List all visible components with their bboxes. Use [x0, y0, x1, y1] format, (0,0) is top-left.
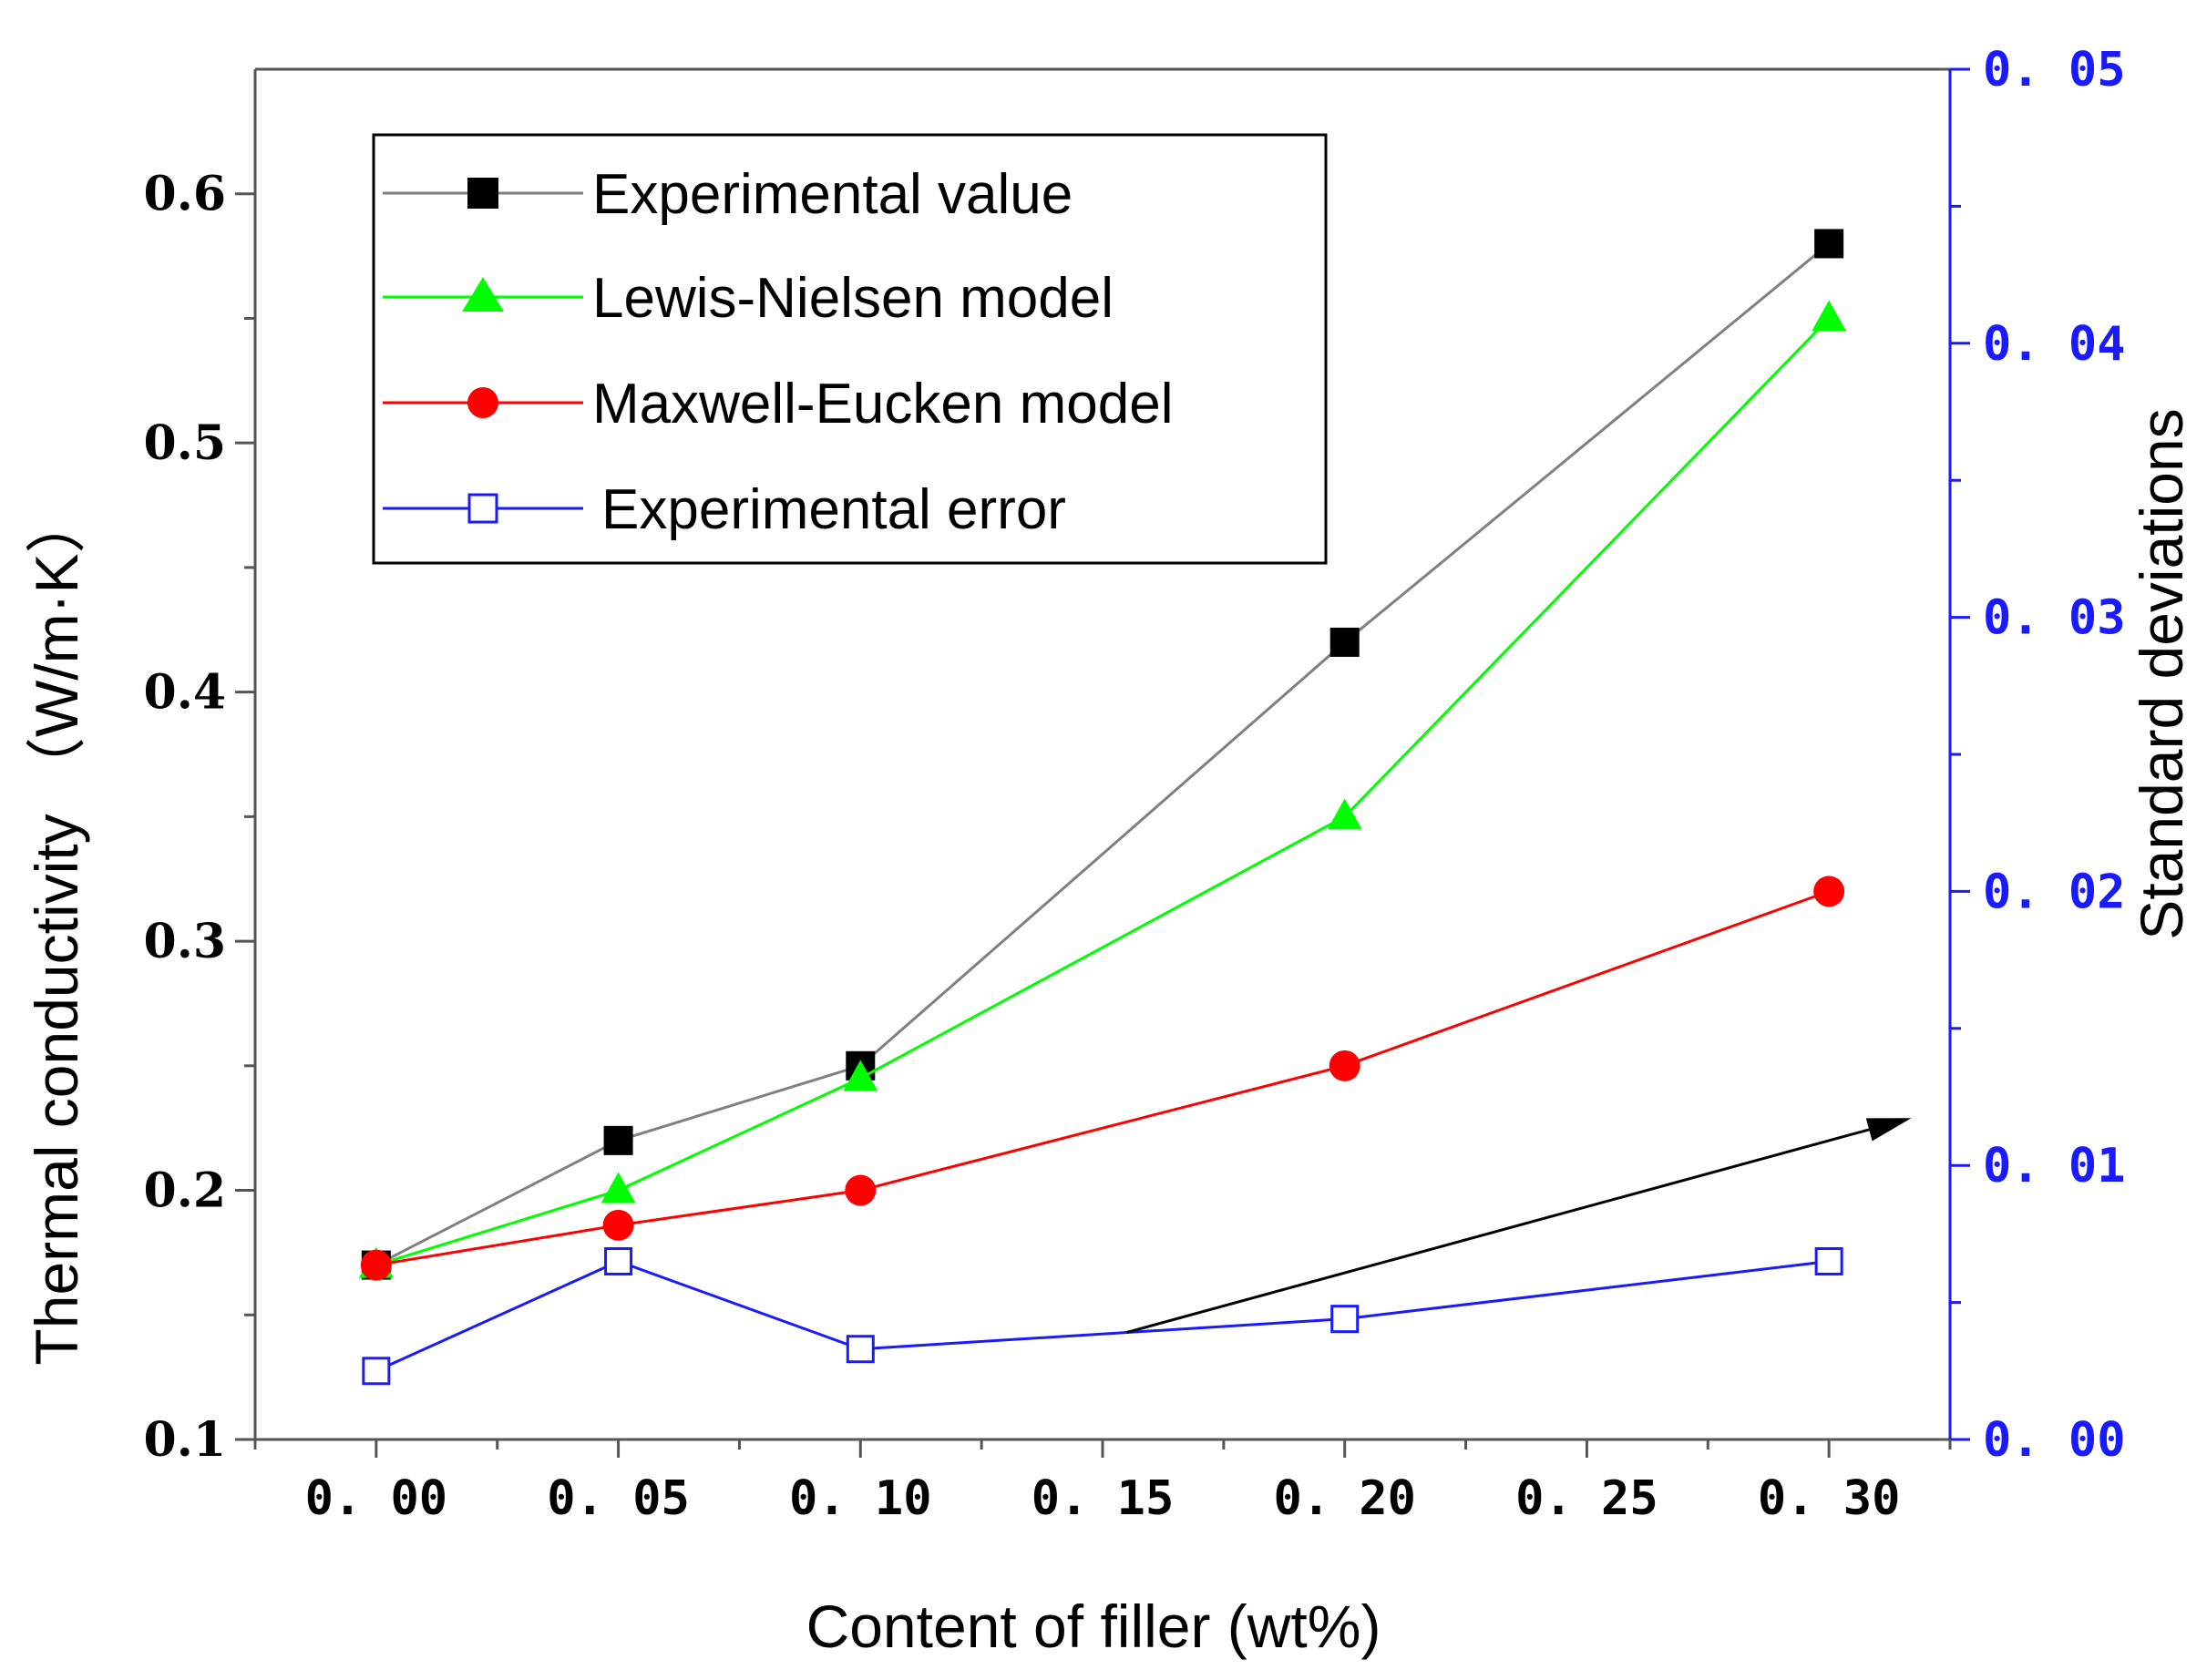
x-tick-label: 0. 05	[547, 1471, 690, 1526]
data-point-open-square	[1814, 1246, 1843, 1275]
series-layer	[358, 229, 1847, 1386]
annotation-layer	[1126, 1118, 1912, 1334]
y-right-tick-label: 0. 05	[1983, 43, 2126, 97]
y-left-tick-label: 0.3	[144, 914, 226, 969]
y-left-tick-label: 0.4	[144, 665, 226, 721]
data-point-triangle	[601, 1172, 636, 1204]
y-right-tick-label: 0. 00	[1983, 1413, 2126, 1468]
legend-swatch-square-marker	[467, 178, 498, 209]
legend-item-maxwell-eucken-model: Maxwell-Eucken model	[383, 373, 1173, 435]
axes: 0.1 0.2 0.3 0.4 0.5 0.6 0. 00 0. 01 0. 02 0. 03 0.…	[144, 43, 2126, 1526]
y-left-axis-title: Thermal conductivity （W/m·K）	[23, 493, 90, 1365]
legend-swatch-circle-marker	[467, 387, 498, 418]
data-point-triangle	[843, 1060, 878, 1091]
data-point-triangle	[1327, 798, 1362, 830]
series-experimental-error	[362, 1246, 1843, 1386]
series-maxwell-eucken-model	[360, 876, 1845, 1281]
y-right-tick-label: 0. 03	[1983, 591, 2126, 646]
x-axis-title: Content of filler (wt%)	[806, 1593, 1381, 1660]
legend-item-experimental-error: Experimental error	[383, 478, 1066, 541]
annotation-arrow-shaft	[1126, 1128, 1870, 1334]
legend-label: Experimental value	[592, 163, 1073, 226]
legend-swatch-open-square-marker	[467, 493, 498, 524]
series-line	[375, 1259, 1830, 1373]
legend-label: Experimental error	[601, 478, 1066, 541]
legend-swatch-triangle-marker	[462, 277, 504, 312]
x-tick-label: 0. 10	[789, 1471, 932, 1526]
data-point-circle	[845, 1174, 877, 1206]
y-right-axis-title: Standard deviations	[2128, 408, 2195, 939]
legend-item-lewis-nielsen-model: Lewis-Nielsen model	[383, 267, 1114, 330]
x-tick-label: 0. 20	[1273, 1471, 1416, 1526]
x-tick-label: 0. 25	[1515, 1471, 1658, 1526]
legend-label: Maxwell-Eucken model	[592, 373, 1173, 435]
y-right-tick-label: 0. 02	[1983, 865, 2126, 919]
x-tick-label: 0. 30	[1758, 1471, 1901, 1526]
data-point-open-square	[846, 1335, 875, 1364]
data-point-circle	[360, 1249, 392, 1281]
data-point-square	[603, 1125, 633, 1155]
annotation-arrow-head	[1865, 1118, 1912, 1142]
legend-box	[372, 133, 1328, 565]
data-point-square	[1814, 229, 1844, 259]
data-point-circle	[1329, 1050, 1360, 1081]
y-right-tick-label: 0. 04	[1983, 317, 2126, 372]
y-left-tick-label: 0.5	[144, 415, 226, 471]
data-point-open-square	[362, 1357, 391, 1386]
data-point-circle	[602, 1209, 634, 1241]
y-left-tick-label: 0.6	[144, 167, 226, 222]
y-right-tick-label: 0. 01	[1983, 1139, 2126, 1193]
data-point-triangle	[1812, 300, 1847, 332]
legend: Experimental value Lewis-Nielsen model M…	[372, 133, 1328, 565]
legend-label: Lewis-Nielsen model	[592, 267, 1114, 330]
data-point-open-square	[1330, 1305, 1360, 1334]
y-left-tick-label: 0.2	[144, 1163, 226, 1219]
data-point-circle	[1813, 876, 1845, 907]
data-point-square	[1329, 627, 1360, 657]
legend-item-experimental-value: Experimental value	[383, 163, 1073, 226]
y-left-tick-label: 0.1	[144, 1412, 226, 1468]
x-tick-label: 0. 00	[305, 1471, 448, 1526]
data-point-open-square	[604, 1246, 633, 1275]
x-tick-label: 0. 15	[1032, 1471, 1175, 1526]
